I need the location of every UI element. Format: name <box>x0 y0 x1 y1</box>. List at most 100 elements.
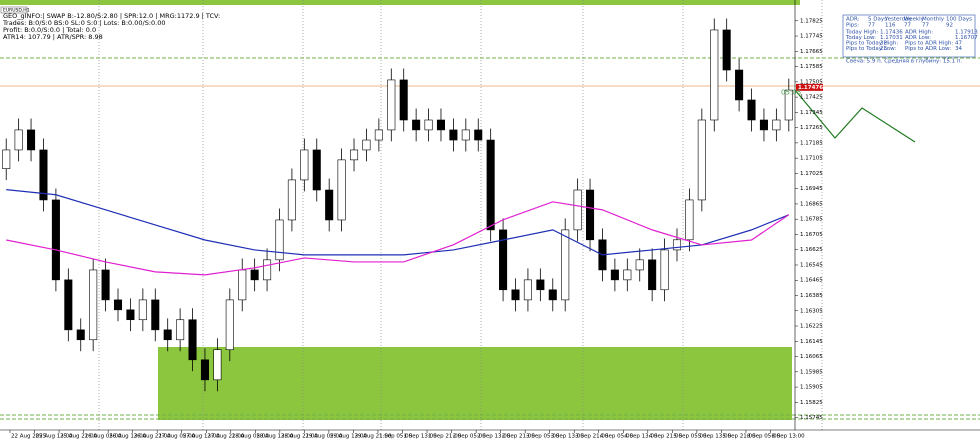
candle-body <box>648 259 657 291</box>
candle-body <box>126 309 135 321</box>
y-tick-label: 1.17585 <box>800 64 823 70</box>
y-tick-label: 1.16225 <box>800 324 823 330</box>
y-tick-label: 1.16625 <box>800 247 823 253</box>
candle-body <box>349 149 359 161</box>
y-tick-label: 1.15825 <box>800 400 823 406</box>
y-tick-label: 1.16145 <box>800 339 823 345</box>
candle-body <box>188 319 197 361</box>
candle-body <box>697 119 706 201</box>
x-tick-label: 1 Sep 21:00 <box>428 434 462 440</box>
candle-body <box>27 129 36 151</box>
candle-body <box>101 269 110 301</box>
price-tag <box>796 83 823 91</box>
candle-body <box>200 359 209 381</box>
header-line: Trades: B:0/S:0 BS:0 SL:0 S:0 | Lots: B:… <box>2 19 165 27</box>
info-cell: Pips to ADR Low: <box>905 46 951 52</box>
demand-zone <box>158 347 792 420</box>
y-tick-label: 1.16065 <box>800 354 823 360</box>
candle-body <box>548 289 557 301</box>
candle-body <box>523 279 532 301</box>
candle-body <box>474 129 483 141</box>
info-cell: Pips to ADR High: <box>905 41 953 47</box>
candle-body <box>14 129 23 151</box>
y-tick-label: 1.17425 <box>800 95 823 101</box>
info-cell: Today High: <box>845 30 878 36</box>
info-cell: ADR Low: <box>905 35 931 41</box>
y-tick-label: 1.16785 <box>800 217 823 223</box>
x-tick-label: 4 Sep 13:00 <box>624 434 658 440</box>
candle-body <box>312 149 321 191</box>
candle-body <box>337 159 346 221</box>
candle-body <box>660 249 669 291</box>
x-tick-label: 4 Sep 05:00 <box>600 434 634 440</box>
y-tick-label: 1.15985 <box>800 369 823 375</box>
info-pips: 77 <box>904 23 911 29</box>
price-tag-label: 1.17476 <box>798 85 823 91</box>
info-header: ADR: <box>846 17 860 23</box>
candle-body <box>2 149 11 169</box>
header-line: Profit: B:0.0/S:0.0 | Total: 0.0 <box>3 26 96 34</box>
symbol: EURUSD,H1 <box>3 8 30 14</box>
info-pips: Pips: <box>846 23 859 29</box>
candle-body <box>176 319 185 341</box>
candle-body <box>163 329 172 341</box>
candle-body <box>623 269 632 281</box>
candle-body <box>685 199 694 241</box>
candle-body <box>499 229 508 291</box>
candle-body <box>747 99 756 121</box>
x-tick-label: 5 Sep 05:00 <box>673 434 707 440</box>
info-cell: 1.17913 <box>955 30 978 36</box>
candle-body <box>374 129 383 141</box>
x-tick-label: 28 Aug 13:00 <box>256 434 294 440</box>
y-tick-label: 1.16545 <box>800 262 823 268</box>
x-tick-label: 4 Sep 21:00 <box>649 434 683 440</box>
candle-body <box>772 119 781 131</box>
forecast-arrow <box>794 89 916 143</box>
candle-body <box>412 119 421 131</box>
x-tick-label: 3 Sep 13:00 <box>551 434 585 440</box>
x-tick-label: 26 Aug 13:00 <box>109 434 147 440</box>
info-pips: 116 <box>885 23 896 29</box>
info-header: 100 Days <box>946 17 972 23</box>
x-tick-label: 25 Aug 21:00 <box>60 434 98 440</box>
candle-body <box>399 79 408 121</box>
info-pips: 77 <box>922 23 929 29</box>
candle-body <box>511 289 520 301</box>
candle-body <box>76 329 85 341</box>
y-tick-label: 1.17505 <box>800 79 823 85</box>
x-tick-label: 29 Aug 13:00 <box>330 434 368 440</box>
candle-body <box>300 149 309 181</box>
candle-body <box>213 349 222 381</box>
y-tick-label: 1.17105 <box>800 156 823 162</box>
y-tick-label: 1.16385 <box>800 293 823 299</box>
y-tick-label: 1.17665 <box>800 49 823 55</box>
candle-body <box>759 119 768 131</box>
y-tick-label: 1.17265 <box>800 125 823 131</box>
info-cell: 32 <box>880 41 887 47</box>
x-tick-label: 28 Aug 21:00 <box>281 434 319 440</box>
candle-body <box>784 89 793 121</box>
candle-body <box>449 129 458 141</box>
y-tick-label: 1.15905 <box>800 385 823 391</box>
x-tick-label: 27 Aug 13:00 <box>183 434 221 440</box>
x-tick-label: 27 Aug 05:00 <box>158 434 196 440</box>
y-tick-label: 1.17745 <box>800 34 823 40</box>
y-tick-label: 1.17825 <box>800 18 823 24</box>
candle-body <box>635 259 644 271</box>
info-header: Monthly <box>922 17 945 23</box>
candle-body <box>325 189 334 221</box>
y-tick-label: 1.17345 <box>800 110 823 116</box>
x-tick-label: 26 Aug 21:00 <box>134 434 172 440</box>
candle-body <box>387 79 396 131</box>
candle-body <box>573 189 582 231</box>
candle-body <box>39 149 48 201</box>
info-footer: Свеча: 5.9 п. Средняя в глубину: 15.1 п. <box>846 59 962 65</box>
candle-body <box>250 269 259 281</box>
top-zone <box>0 0 800 5</box>
candle-body <box>586 189 595 241</box>
candle-body <box>735 69 744 101</box>
info-cell: 1.17031 <box>880 35 903 41</box>
x-tick-label: 3 Sep 21:00 <box>575 434 609 440</box>
candle-body <box>610 269 619 281</box>
